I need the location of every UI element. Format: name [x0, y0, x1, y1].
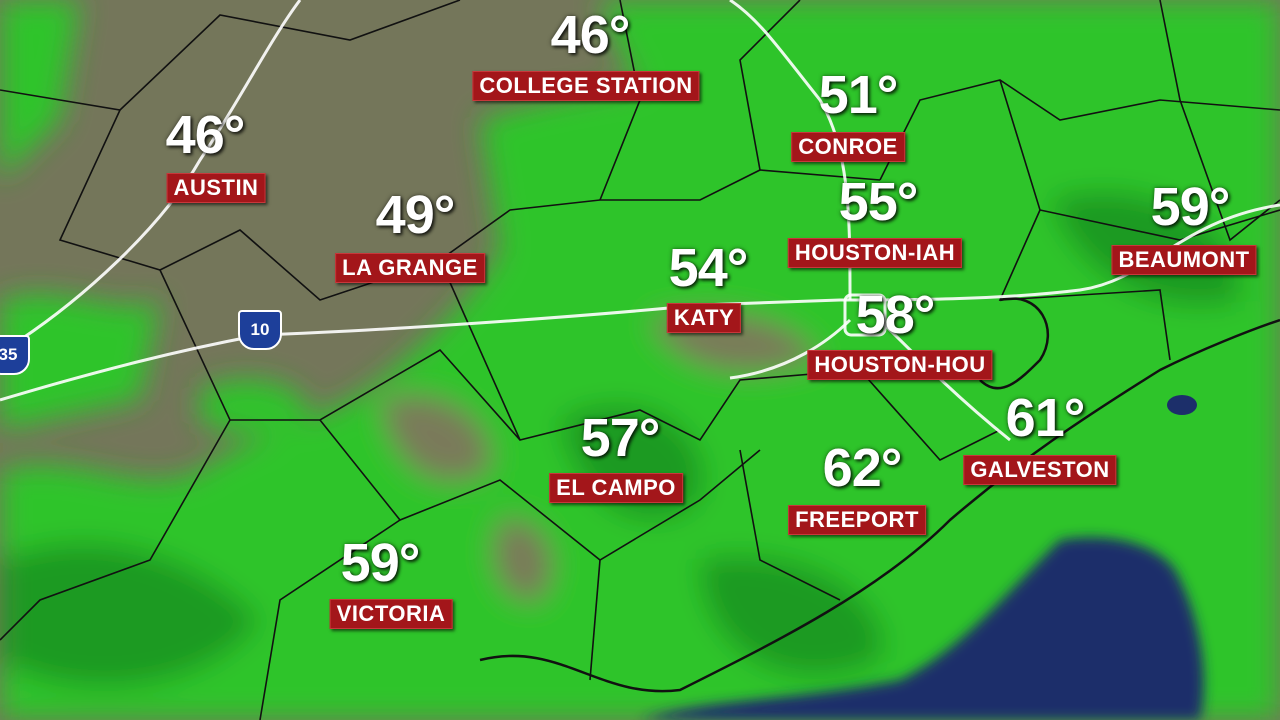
city-label-el-campo: EL CAMPO: [549, 473, 683, 503]
city-label-conroe: CONROE: [791, 132, 905, 162]
loop-610: [843, 293, 887, 337]
temp-victoria: 59°: [340, 533, 421, 593]
city-label-katy: KATY: [666, 303, 742, 333]
city-label-la-grange: LA GRANGE: [335, 253, 485, 283]
temp-el-campo: 57°: [580, 408, 661, 468]
temp-la-grange: 49°: [375, 185, 456, 245]
highways: [0, 0, 1280, 442]
temp-beaumont: 59°: [1150, 177, 1231, 237]
gulf-water: [640, 537, 1204, 720]
interstate-shield-icon: 10: [238, 310, 282, 350]
city-label-freeport: FREEPORT: [788, 505, 926, 535]
city-label-college-station: COLLEGE STATION: [472, 71, 700, 101]
temp-houston-iah: 55°: [838, 172, 919, 232]
temp-katy: 54°: [668, 238, 749, 298]
city-label-beaumont: BEAUMONT: [1111, 245, 1257, 275]
temp-houston-hou: 58°: [855, 285, 936, 345]
city-label-houston-iah: HOUSTON-IAH: [787, 238, 963, 268]
city-label-houston-hou: HOUSTON-HOU: [807, 350, 993, 380]
temp-galveston: 61°: [1005, 388, 1086, 448]
temp-austin: 46°: [165, 105, 246, 165]
interstate-shield-icon: 35: [0, 335, 30, 375]
temp-conroe: 51°: [818, 65, 899, 125]
galveston-bay: [979, 297, 1050, 390]
highway-59: [729, 318, 852, 380]
temp-freeport: 62°: [822, 438, 903, 498]
city-label-austin: AUSTIN: [166, 173, 266, 203]
water-body: [1167, 395, 1197, 415]
interstate-35: [19, 0, 302, 342]
city-label-galveston: GALVESTON: [963, 455, 1117, 485]
interstate-45-south: [878, 318, 1011, 442]
interstate-45-north: [729, 0, 852, 301]
temp-college-station: 46°: [550, 5, 631, 65]
coastline: [479, 318, 1280, 693]
city-label-victoria: VICTORIA: [329, 599, 453, 629]
